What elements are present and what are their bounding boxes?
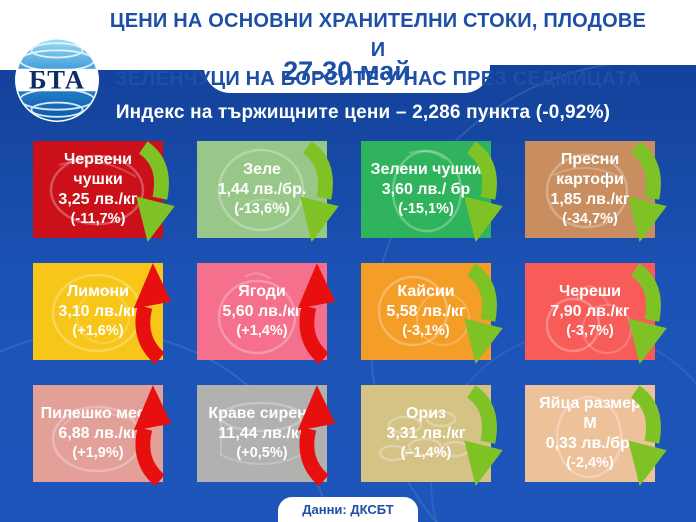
down-arrow-icon [136, 141, 175, 242]
product-price: 5,58 лв./кг [386, 303, 466, 320]
product-name: Пресни картофи [556, 151, 624, 188]
strawberry-outline-icon [217, 272, 297, 355]
product-card-grid: Червени чушки 3,25 лв./кг (-11,7%) Зеле … [33, 141, 667, 487]
up-arrow-icon [297, 263, 336, 365]
price-change: (–1,4%) [400, 445, 452, 461]
price-change: (-34,7%) [562, 211, 618, 227]
down-arrow-icon [628, 141, 667, 242]
product-card: Ориз 3,31 лв./кг (–1,4%) [361, 385, 503, 486]
market-index-line: Индекс на тържищните цени – 2,286 пункта… [115, 102, 611, 123]
product-card: Череши 7,90 лв./кг (-3,7%) [525, 263, 667, 364]
product-price: 7,90 лв./кг [550, 303, 630, 320]
price-change: (+1,9%) [72, 445, 124, 461]
product-name: Червени чушки [64, 151, 132, 188]
product-name: Пилешко месо [40, 405, 156, 422]
page-title: ЦЕНИ НА ОСНОВНИ ХРАНИТЕЛНИ СТОКИ, ПЛОДОВ… [104, 7, 652, 94]
product-price: 6,88 лв./кг [58, 425, 138, 442]
product-name: Ягоди [238, 283, 286, 300]
product-card: Зеле 1,44 лв./бр. (-13,6%) [197, 141, 339, 242]
product-card: Краве сирене 11,44 лв./кг (+0,5%) [197, 385, 336, 487]
product-name: Ориз [405, 405, 446, 422]
price-change: (-3,1%) [402, 323, 450, 339]
product-price: 3,60 лв./ бр [381, 181, 471, 198]
product-card: Пилешко месо 6,88 лв./кг (+1,9%) [33, 385, 172, 487]
product-price: 0,33 лв./бр. [545, 435, 635, 452]
down-arrow-icon [464, 263, 503, 364]
down-arrow-icon [628, 385, 667, 486]
up-arrow-icon [297, 385, 336, 487]
price-change: (+0,5%) [236, 445, 288, 461]
logo-text-band [16, 68, 98, 92]
product-price: 1,85 лв./кг [550, 191, 630, 208]
up-arrow-icon [133, 385, 172, 487]
product-price: 5,60 лв./кг [222, 303, 302, 320]
product-name: Зелени чушки [370, 161, 482, 178]
title-line-1: ЦЕНИ НА ОСНОВНИ ХРАНИТЕЛНИ СТОКИ, ПЛОДОВ… [109, 10, 647, 61]
down-arrow-icon [464, 141, 503, 242]
product-card: Лимони 3,10 лв./кг (+1,6%) [33, 263, 172, 365]
price-change: (+1,6%) [72, 323, 124, 339]
title-line-2: ЗЕЛЕНЧУЦИ НА БОРСИТЕ У НАС ПРЕЗ СЕДМИЦАТ… [114, 68, 642, 90]
price-change: (-3,7%) [566, 323, 614, 339]
product-card: Ягоди 5,60 лв./кг (+1,4%) [197, 263, 336, 365]
product-card: Яйца размер М 0,33 лв./бр. (-2,4%) [525, 385, 667, 486]
product-card: Кайсии 5,58 лв./кг (-3,1%) [361, 263, 503, 364]
potatoes-outline-icon [545, 153, 629, 229]
product-name: Лимони [67, 283, 129, 300]
price-change: (-13,6%) [234, 201, 290, 217]
up-arrow-icon [133, 263, 172, 365]
product-price: 3,10 лв./кг [58, 303, 138, 320]
header-band-date-tab [204, 0, 490, 93]
product-price: 11,44 лв./кг [218, 425, 306, 442]
cabbage-outline-icon [217, 148, 305, 232]
egg-outline-icon [555, 395, 623, 479]
product-price: 1,44 лв./бр. [217, 181, 307, 198]
product-card: Пресни картофи 1,85 лв./кг (-34,7%) [525, 141, 667, 242]
product-price: 3,31 лв./кг [386, 425, 466, 442]
cheese-outline-icon [219, 401, 303, 465]
green-pepper-outline-icon [391, 149, 463, 233]
product-name: Кайсии [397, 283, 455, 300]
product-price: 3,25 лв./кг [58, 191, 138, 208]
chili-pepper-outline-icon [49, 154, 145, 226]
product-name: Яйца размер М [539, 395, 641, 432]
header-band-right [468, 0, 696, 65]
product-card: Червени чушки 3,25 лв./кг (-11,7%) [33, 141, 175, 242]
product-name: Зеле [243, 161, 281, 178]
product-name: Краве сирене [208, 405, 316, 422]
price-change: (-11,7%) [70, 211, 126, 227]
data-source-pill: Данни: ДКСБТ [278, 497, 418, 522]
apricot-outline-icon [377, 275, 470, 347]
price-change: (+1,4%) [236, 323, 288, 339]
down-arrow-icon [628, 263, 667, 364]
product-name: Череши [559, 283, 621, 300]
data-source-label: Данни: ДКСБТ [302, 502, 394, 517]
price-change: (-2,4%) [566, 455, 614, 471]
down-arrow-icon [464, 385, 503, 486]
down-arrow-icon [300, 141, 339, 242]
product-card: Зелени чушки 3,60 лв./ бр (-15,1%) [361, 141, 503, 242]
price-change: (-15,1%) [398, 201, 454, 217]
bta-logo: БТА [15, 38, 99, 122]
date-range: 27-30 май [283, 56, 411, 86]
logo-text: БТА [29, 65, 85, 95]
